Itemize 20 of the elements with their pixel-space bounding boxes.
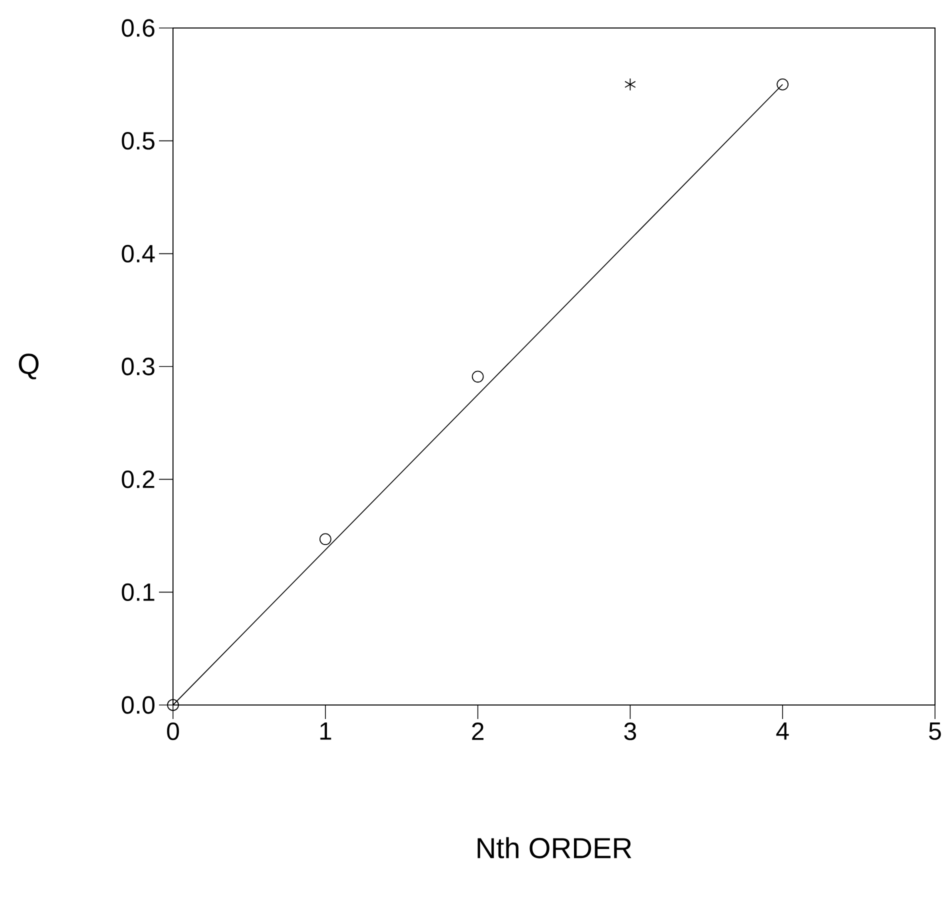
x-tick-label: 2 (472, 722, 484, 740)
y-tick-label: 0.4 (122, 244, 155, 262)
point (472, 370, 484, 383)
y-tick-label: 0.1 (122, 583, 154, 601)
point (319, 533, 332, 546)
x-axis-title: Nth ORDER (478, 837, 632, 858)
y-tick-label: 0.6 (122, 19, 154, 37)
y-tick-label: 0.2 (122, 470, 154, 488)
x-tick-label: 0 (167, 722, 179, 740)
point (624, 78, 636, 91)
point (167, 699, 179, 711)
point (776, 78, 789, 90)
x-tick-label: 4 (776, 722, 789, 740)
y-axis-title: Q (18, 354, 39, 380)
x-tick-label: 5 (929, 722, 941, 740)
x-tick-label: 1 (320, 722, 332, 740)
y-tick-label: 0.3 (122, 358, 154, 376)
y-tick-label: 0.0 (122, 696, 154, 714)
y-tick-label: 0.5 (122, 132, 154, 150)
x-tick-label: 3 (624, 722, 636, 740)
